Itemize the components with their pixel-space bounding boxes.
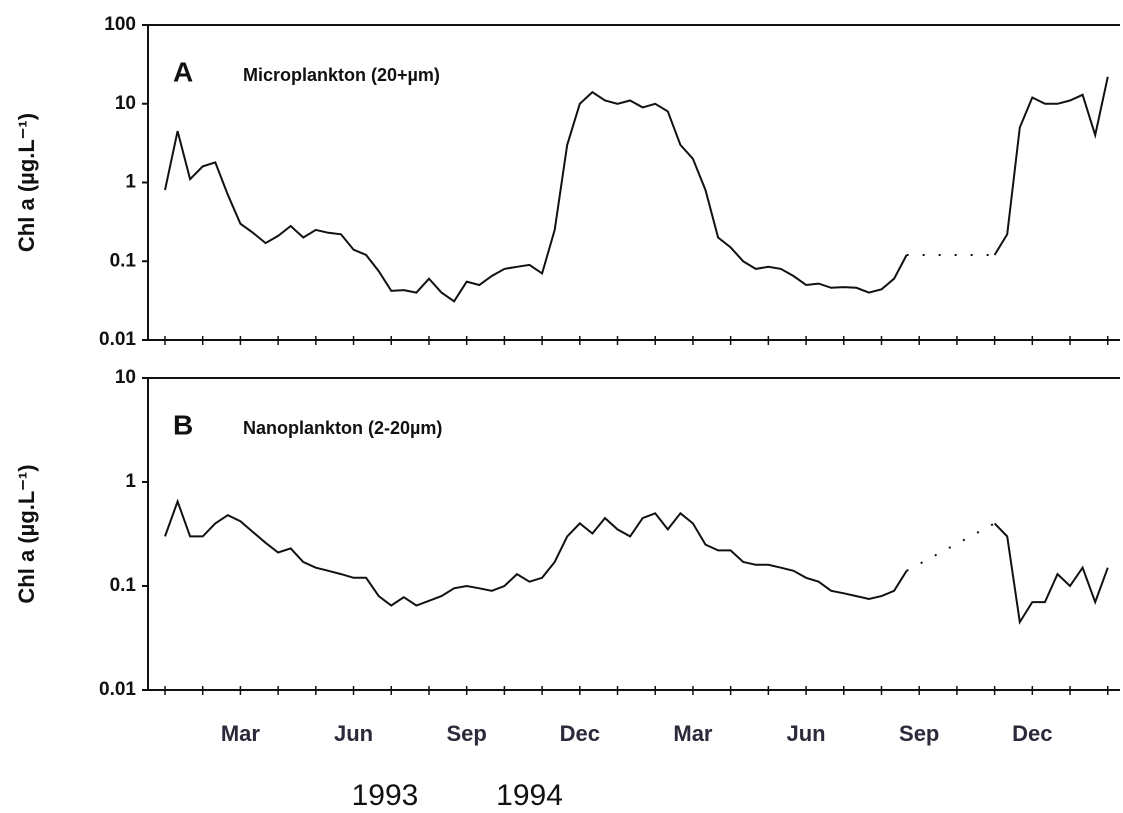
y-tick-label: 0.01 (99, 329, 136, 350)
panel-label: B (173, 409, 193, 440)
x-tick-label: Jun (334, 721, 373, 746)
y-tick-label: 0.01 (99, 679, 136, 700)
y-tick-label: 10 (115, 93, 136, 114)
x-tick-label: Sep (447, 721, 487, 746)
data-line (164, 90, 908, 303)
data-line (164, 498, 908, 607)
panel-title: Nanoplankton (2-20µm) (243, 418, 442, 438)
x-tick-label: Mar (673, 721, 713, 746)
y-tick-label: 0.1 (110, 250, 137, 271)
y-tick-label: 100 (104, 14, 136, 35)
x-tick-label: Mar (221, 721, 261, 746)
x-tick-label: Dec (1012, 721, 1052, 746)
data-line (993, 522, 1109, 625)
y-axis-label: Chl a (µg.L⁻¹) (14, 113, 39, 252)
x-tick-label: Dec (560, 721, 600, 746)
data-line (993, 76, 1109, 256)
panel-title: Microplankton (20+µm) (243, 65, 440, 85)
gap-interpolation (906, 522, 996, 572)
year-label: 1994 (496, 779, 563, 812)
x-tick-label: Sep (899, 721, 939, 746)
y-tick-label: 1 (125, 172, 136, 193)
y-tick-label: 1 (125, 471, 136, 492)
y-tick-label: 0.1 (110, 575, 137, 596)
panel-label: A (173, 56, 193, 87)
y-tick-label: 10 (115, 367, 136, 388)
year-label: 1993 (352, 779, 419, 812)
x-tick-label: Jun (787, 721, 826, 746)
y-axis-label: Chl a (µg.L⁻¹) (14, 464, 39, 603)
